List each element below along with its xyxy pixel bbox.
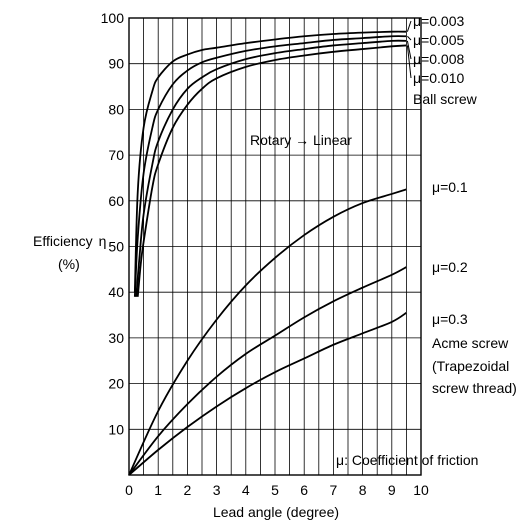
y-tick-label: 80	[108, 101, 124, 117]
series-line-3	[136, 44, 407, 297]
friction-note: μ: Coefficient of friction	[336, 452, 478, 468]
x-tick-label: 5	[271, 482, 279, 498]
x-tick-label: 7	[330, 482, 338, 498]
ticks: 0 1 2 3 4 5 6 7 8 9 10 10 20 30 40 50 60 70 80 90 100	[101, 10, 429, 498]
series-line-4	[128, 188, 407, 476]
y-tick-label: 60	[108, 193, 124, 209]
x-tick-label: 6	[300, 482, 308, 498]
trapezoidal-label-line2: screw thread)	[432, 380, 517, 396]
series-label-mu-02: μ=0.2	[432, 259, 468, 275]
series-label-mu-03: μ=0.3	[432, 311, 468, 327]
legend-leader-line	[406, 45, 412, 79]
x-axis-label: Lead angle (degree)	[213, 504, 339, 520]
y-tick-label: 30	[108, 330, 124, 346]
legend-leader-line	[406, 40, 412, 60]
series-label-mu-01: μ=0.1	[432, 179, 468, 195]
series-label-mu-0005: μ=0.005	[413, 32, 464, 48]
ball-screw-label: Ball screw	[413, 91, 478, 107]
y-axis-label: Efficiency η	[33, 233, 106, 249]
plot-frame	[128, 17, 422, 476]
legend-leader-line	[407, 35, 412, 41]
x-tick-label: 4	[242, 482, 250, 498]
y-tick-label: 70	[108, 147, 124, 163]
x-tick-label: 9	[388, 482, 396, 498]
trapezoidal-label-line1: (Trapezoidal	[432, 358, 509, 374]
x-tick-label: 0	[125, 482, 133, 498]
series-line-6	[128, 311, 407, 476]
y-tick-label: 10	[108, 421, 124, 437]
series-label-mu-0003: μ=0.003	[413, 13, 464, 29]
y-tick-label: 20	[108, 376, 124, 392]
series-line-1	[133, 35, 407, 297]
x-tick-label: 2	[184, 482, 192, 498]
series-label-mu-0010: μ=0.010	[413, 70, 464, 86]
y-tick-label: 50	[108, 239, 124, 255]
y-tick-label: 100	[101, 10, 125, 26]
x-tick-label: 1	[154, 482, 162, 498]
grid	[128, 17, 422, 476]
series-line-0	[133, 30, 407, 293]
series-line-5	[128, 266, 407, 476]
x-tick-label: 3	[213, 482, 221, 498]
x-tick-label: 8	[359, 482, 367, 498]
series-line-2	[135, 39, 407, 297]
series-label-mu-0008: μ=0.008	[413, 51, 464, 67]
curves	[128, 30, 407, 476]
y-tick-label: 90	[108, 56, 124, 72]
acme-screw-label: Acme screw	[432, 335, 509, 351]
y-axis-unit: (%)	[58, 256, 80, 272]
direction-annotation: Rotary → Linear	[250, 132, 352, 148]
legend-leader-line	[406, 20, 412, 32]
y-tick-label: 40	[108, 284, 124, 300]
legend-leaders	[406, 20, 412, 79]
x-tick-label: 10	[413, 482, 429, 498]
